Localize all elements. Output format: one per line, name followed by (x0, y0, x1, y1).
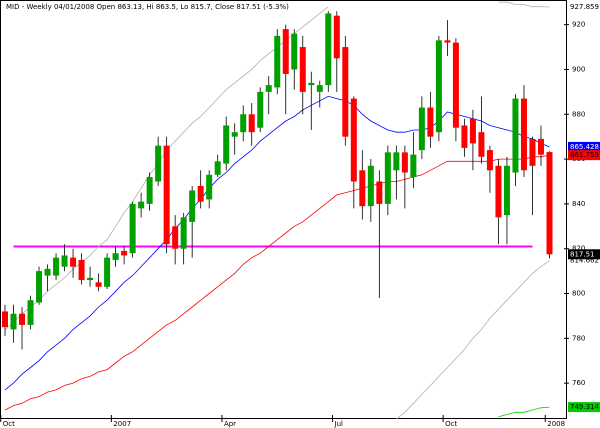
candle-body (53, 257, 60, 276)
y-tick-label: 780 (572, 334, 585, 342)
candle-body (231, 132, 238, 137)
x-tick-label: Apr (224, 420, 236, 428)
candle-body (10, 313, 17, 330)
candle-body (546, 152, 553, 255)
candle-body (333, 15, 340, 59)
candle-body (129, 203, 136, 254)
candle-body (478, 132, 485, 157)
x-tick-label: 2007 (113, 420, 131, 428)
candle-body (61, 255, 68, 267)
candle-body (2, 311, 8, 328)
candle-body (27, 300, 34, 325)
value-label: 749.314 (570, 403, 599, 411)
candle-body (95, 282, 102, 287)
overlay-line (4, 154, 550, 411)
y-tick-label: 760 (572, 379, 585, 387)
candle-body (180, 217, 187, 249)
candle-body (401, 152, 408, 173)
candle-body (206, 174, 213, 200)
candle-body (214, 161, 221, 175)
candle-body (104, 257, 111, 287)
candle-body (512, 98, 519, 173)
candle-body (36, 271, 43, 303)
candle-body (393, 152, 400, 171)
candle-body (257, 91, 264, 128)
value-label: 927.859 (570, 3, 599, 11)
candle-body (70, 257, 77, 267)
value-label: 814.662 (570, 257, 599, 265)
candle-body (265, 85, 272, 92)
candle-body (308, 82, 315, 86)
candle-body (282, 29, 289, 74)
candle-body (384, 152, 391, 204)
candle-body (342, 47, 349, 137)
candle-body (299, 47, 306, 92)
y-tick-label: 880 (572, 110, 585, 118)
x-tick-label: Jul (334, 420, 344, 428)
y-tick-label: 800 (572, 290, 585, 298)
value-box (568, 249, 600, 260)
candle-body (197, 185, 204, 202)
candle-body (19, 313, 26, 325)
candle-body (503, 165, 510, 216)
candle-body (444, 40, 451, 43)
candle-body (418, 107, 425, 151)
candle-body (461, 125, 468, 148)
y-tick-label: 900 (572, 65, 585, 73)
candle-body (223, 125, 230, 164)
value-box (568, 2, 600, 13)
value-label: 817.51 (570, 250, 595, 258)
candle-body (452, 42, 459, 128)
candle-body (495, 165, 502, 218)
candle-body (529, 138, 536, 166)
candle-body (78, 259, 85, 281)
candle-body (274, 35, 281, 88)
y-tick-label: 820 (572, 245, 585, 253)
candle-body (325, 13, 332, 86)
candle-body (44, 268, 51, 276)
chart-title: MID - Weekly 04/01/2008 Open 863.13, Hi … (6, 3, 289, 11)
candle-body (469, 118, 476, 144)
y-tick-label: 920 (572, 21, 585, 29)
candle-body (146, 177, 153, 204)
candle-body (138, 201, 145, 209)
value-box (568, 255, 600, 266)
candle-body (435, 40, 442, 133)
candle-body (520, 98, 527, 171)
x-tick-label: 2008 (547, 420, 565, 428)
candle-body (486, 150, 493, 171)
candle-body (248, 114, 255, 133)
candle-body (155, 145, 162, 182)
value-box (568, 141, 600, 152)
candle-body (87, 277, 94, 281)
candle-body (189, 190, 196, 222)
candle-body (316, 85, 323, 92)
candle-body (427, 107, 434, 137)
candle-body (112, 253, 119, 260)
candle-body (121, 250, 128, 256)
candle-body (537, 138, 544, 155)
overlay-line (396, 260, 550, 420)
value-label: 865.428 (570, 143, 599, 151)
value-box (568, 150, 600, 161)
candle-body (376, 181, 383, 204)
y-tick-label: 840 (572, 200, 585, 208)
candle-body (359, 170, 366, 207)
value-label: 861.759 (570, 151, 599, 159)
value-box (568, 402, 600, 413)
candle-body (172, 226, 179, 249)
candle-body (163, 145, 170, 245)
candle-body (367, 165, 374, 207)
candle-body (350, 98, 357, 182)
x-tick-label: Oct (445, 420, 457, 428)
candle-body (240, 114, 247, 133)
x-tick-label: Oct (3, 420, 15, 428)
overlay-line (498, 406, 550, 418)
candle-body (291, 33, 298, 70)
candle-body (410, 154, 417, 178)
